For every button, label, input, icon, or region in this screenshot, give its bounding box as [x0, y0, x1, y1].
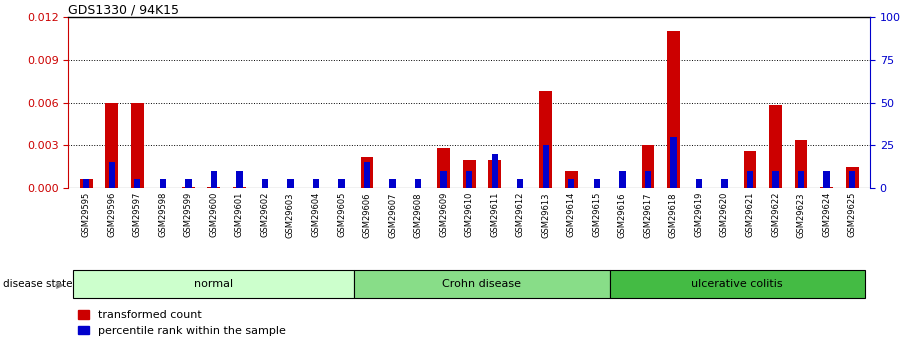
- Text: normal: normal: [194, 279, 233, 289]
- Bar: [134, 179, 140, 188]
- Bar: [233, 187, 246, 188]
- Text: GSM29619: GSM29619: [694, 192, 703, 237]
- Text: GSM29622: GSM29622: [771, 192, 780, 237]
- Text: GSM29612: GSM29612: [516, 192, 525, 237]
- Text: GSM29610: GSM29610: [465, 192, 474, 237]
- Text: GSM29599: GSM29599: [184, 192, 193, 237]
- Bar: [440, 171, 446, 188]
- Bar: [849, 171, 855, 188]
- Bar: [83, 179, 89, 188]
- Text: GSM29615: GSM29615: [592, 192, 601, 237]
- Text: GSM29608: GSM29608: [414, 192, 423, 238]
- Text: GSM29620: GSM29620: [720, 192, 729, 237]
- Bar: [108, 162, 115, 188]
- Text: Crohn disease: Crohn disease: [443, 279, 521, 289]
- Text: GSM29605: GSM29605: [337, 192, 346, 237]
- Bar: [208, 187, 220, 188]
- Bar: [466, 171, 473, 188]
- Text: GSM29614: GSM29614: [567, 192, 576, 237]
- Bar: [437, 148, 450, 188]
- Bar: [743, 151, 756, 188]
- Text: GSM29595: GSM29595: [82, 192, 91, 237]
- Bar: [722, 179, 728, 188]
- Text: GSM29613: GSM29613: [541, 192, 550, 238]
- Bar: [696, 179, 702, 188]
- Bar: [210, 171, 217, 188]
- Bar: [492, 154, 498, 188]
- Text: GSM29624: GSM29624: [822, 192, 831, 237]
- Bar: [361, 157, 374, 188]
- Bar: [106, 103, 118, 188]
- Bar: [338, 179, 344, 188]
- Bar: [667, 31, 680, 188]
- Bar: [747, 171, 753, 188]
- Text: GSM29598: GSM29598: [159, 192, 168, 237]
- Bar: [824, 171, 830, 188]
- Text: GSM29617: GSM29617: [643, 192, 652, 238]
- Bar: [517, 179, 524, 188]
- Bar: [80, 179, 93, 188]
- Bar: [185, 179, 191, 188]
- Bar: [594, 179, 600, 188]
- Bar: [363, 162, 370, 188]
- Text: GSM29625: GSM29625: [847, 192, 856, 237]
- Bar: [769, 106, 782, 188]
- Text: GSM29616: GSM29616: [618, 192, 627, 238]
- Bar: [488, 159, 501, 188]
- Text: GSM29600: GSM29600: [210, 192, 219, 237]
- Bar: [619, 171, 626, 188]
- Bar: [261, 179, 268, 188]
- Text: GSM29611: GSM29611: [490, 192, 499, 237]
- Text: disease state: disease state: [3, 279, 72, 289]
- Bar: [773, 171, 779, 188]
- Text: GSM29606: GSM29606: [363, 192, 372, 238]
- Bar: [645, 171, 651, 188]
- Bar: [312, 179, 319, 188]
- Text: GSM29623: GSM29623: [796, 192, 805, 238]
- Text: GSM29609: GSM29609: [439, 192, 448, 237]
- Bar: [641, 145, 654, 188]
- Legend: transformed count, percentile rank within the sample: transformed count, percentile rank withi…: [74, 306, 291, 341]
- Text: GSM29596: GSM29596: [107, 192, 117, 237]
- Bar: [236, 171, 242, 188]
- Text: GSM29602: GSM29602: [261, 192, 270, 237]
- Bar: [463, 159, 476, 188]
- Bar: [543, 145, 549, 188]
- Text: GSM29603: GSM29603: [286, 192, 295, 238]
- Text: GSM29597: GSM29597: [133, 192, 142, 237]
- Bar: [159, 179, 166, 188]
- Bar: [670, 137, 677, 188]
- Text: GSM29621: GSM29621: [745, 192, 754, 237]
- Bar: [539, 91, 552, 188]
- Bar: [820, 187, 833, 188]
- FancyBboxPatch shape: [354, 270, 609, 298]
- Text: GDS1330 / 94K15: GDS1330 / 94K15: [68, 3, 179, 16]
- FancyBboxPatch shape: [609, 270, 865, 298]
- Text: GSM29618: GSM29618: [669, 192, 678, 238]
- Bar: [415, 179, 421, 188]
- Text: GSM29601: GSM29601: [235, 192, 244, 237]
- Bar: [182, 187, 195, 188]
- Bar: [845, 167, 858, 188]
- Text: GSM29604: GSM29604: [312, 192, 321, 237]
- Text: ulcerative colitis: ulcerative colitis: [691, 279, 783, 289]
- Text: GSM29607: GSM29607: [388, 192, 397, 238]
- FancyBboxPatch shape: [74, 270, 354, 298]
- Bar: [287, 179, 293, 188]
- Bar: [568, 179, 575, 188]
- Bar: [794, 140, 807, 188]
- Bar: [798, 171, 804, 188]
- Bar: [565, 171, 578, 188]
- Bar: [131, 103, 144, 188]
- Bar: [389, 179, 395, 188]
